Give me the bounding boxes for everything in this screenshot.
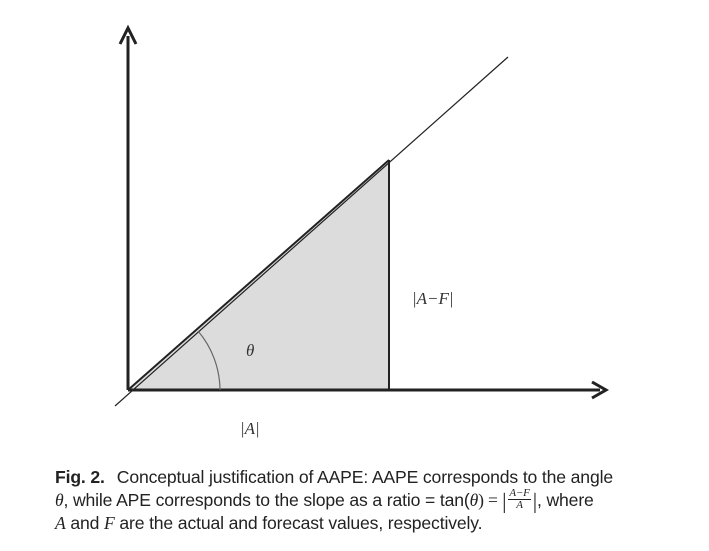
caption-text-5: and xyxy=(65,513,104,533)
figure-caption: Fig. 2. Conceptual justification of AAPE:… xyxy=(55,466,685,535)
caption-text-4: , where xyxy=(537,490,594,510)
angle-label: θ xyxy=(246,341,254,360)
figure-number: Fig. 2. xyxy=(55,467,105,487)
x-axis-arrowhead xyxy=(591,380,610,400)
fraction-denominator: A xyxy=(516,498,523,511)
caption-text-3: ) = xyxy=(478,490,503,510)
y-axis-arrowhead xyxy=(118,24,138,45)
fraction-numerator: A−F xyxy=(508,486,531,500)
caption-text-1: Conceptual justification of AAPE: AAPE c… xyxy=(116,467,613,487)
caption-text-6: are the actual and forecast values, resp… xyxy=(114,513,483,533)
caption-theta: θ xyxy=(55,490,64,510)
fraction: A−F A xyxy=(508,486,531,511)
caption-text-2: , while APE corresponds to the slope as … xyxy=(63,490,470,510)
caption-var-a: A xyxy=(55,513,66,533)
caption-var-f: F xyxy=(104,513,115,533)
hypotenuse-line xyxy=(127,159,390,391)
angle-arc xyxy=(197,330,221,391)
aape-diagram: |A−F| θ |A| xyxy=(114,24,610,438)
abs-bar-left: | xyxy=(502,488,507,514)
adjacent-label: |A| xyxy=(240,419,260,438)
slope-line xyxy=(114,56,509,407)
caption-theta-2: θ xyxy=(469,490,479,510)
abs-bar-right: | xyxy=(532,488,538,514)
opposite-label: |A−F| xyxy=(412,289,454,308)
